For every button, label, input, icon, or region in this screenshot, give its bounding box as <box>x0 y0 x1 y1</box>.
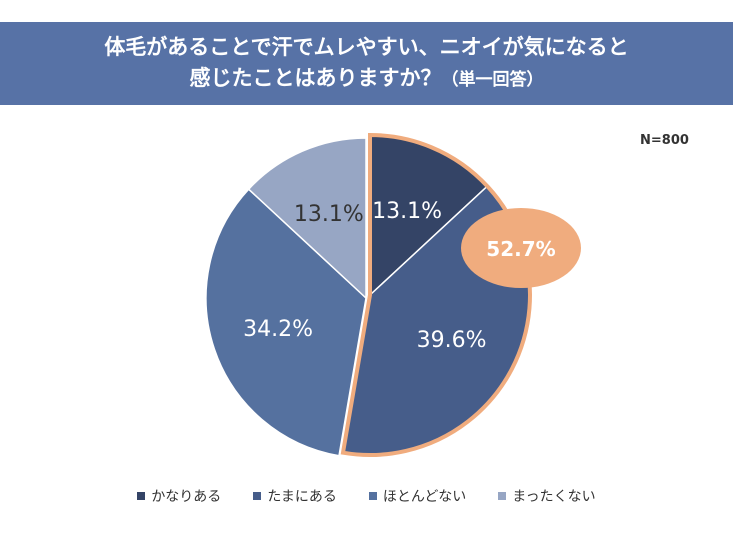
legend-swatch <box>498 492 507 500</box>
slice-label: 39.6% <box>417 328 487 353</box>
legend-swatch <box>253 492 262 500</box>
legend-item: かなりある <box>137 486 221 506</box>
highlight-label: 52.7% <box>486 237 555 261</box>
title-question: 感じたことはありますか？ <box>189 66 442 90</box>
title-suffix: （単一回答） <box>441 70 544 90</box>
legend-label: かなりある <box>151 489 222 505</box>
legend-item: まったくない <box>498 486 596 506</box>
slice-label: 13.1% <box>294 202 364 227</box>
legend-item: たまにある <box>253 486 337 506</box>
sample-size: N=800 <box>640 133 689 148</box>
pie-slice <box>205 188 367 457</box>
legend-label: まったくない <box>512 489 596 505</box>
title-line-2: 感じたことはありますか？（単一回答） <box>0 63 733 96</box>
legend: かなりある たまにある ほとんどない まったくない <box>0 486 733 506</box>
pie-slice <box>247 137 367 300</box>
slice-label: 13.1% <box>372 199 442 224</box>
legend-label: ほとんどない <box>382 489 467 505</box>
legend-swatch <box>368 492 377 500</box>
legend-item: ほとんどない <box>368 486 467 506</box>
highlight-bubble <box>461 208 581 288</box>
slice-label: 34.2% <box>243 317 313 342</box>
legend-label: たまにある <box>267 489 337 505</box>
legend-swatch <box>137 492 146 500</box>
title-bar: 体毛があることで汗でムレやすい、ニオイが気になると 感じたことはありますか？（単… <box>0 22 733 105</box>
highlight-outline <box>340 132 532 457</box>
title-line-1: 体毛があることで汗でムレやすい、ニオイが気になると <box>104 35 629 59</box>
